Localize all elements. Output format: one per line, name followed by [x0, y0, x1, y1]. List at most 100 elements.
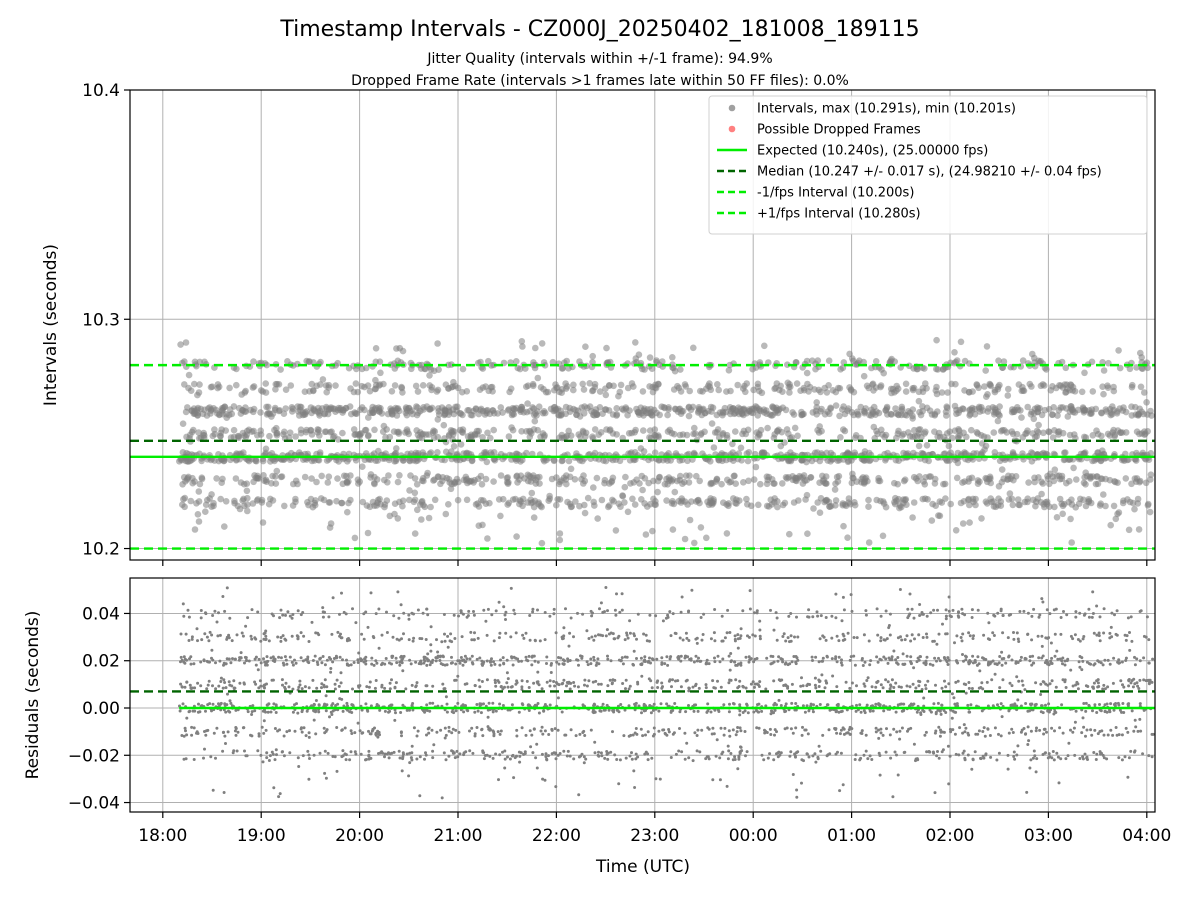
intervals-point	[1141, 389, 1148, 396]
residuals-point	[400, 769, 404, 773]
residuals-point	[807, 608, 811, 612]
intervals-point	[632, 426, 639, 434]
intervals-point	[567, 465, 575, 473]
intervals-point	[556, 536, 564, 544]
residuals-point	[446, 645, 450, 649]
intervals-point	[371, 473, 378, 481]
residuals-point	[909, 639, 913, 643]
residuals-point	[532, 654, 536, 658]
intervals-point	[1142, 479, 1150, 487]
residuals-point	[616, 636, 620, 640]
residuals-point	[408, 761, 412, 765]
residuals-point	[791, 731, 795, 735]
residuals-point	[341, 709, 345, 713]
intervals-point	[1110, 502, 1118, 510]
residuals-point	[279, 656, 283, 660]
residuals-point	[723, 636, 727, 640]
intervals-point	[1005, 496, 1013, 503]
residuals-point	[1110, 611, 1114, 615]
residuals-point	[1024, 732, 1027, 736]
intervals-point	[411, 489, 419, 497]
intervals-point	[364, 529, 372, 537]
intervals-point	[775, 426, 782, 434]
intervals-point	[495, 496, 503, 503]
residuals-point	[288, 729, 291, 733]
residuals-point	[947, 595, 951, 599]
intervals-point	[729, 449, 737, 456]
intervals-point	[262, 445, 270, 453]
residuals-point	[563, 733, 567, 737]
residuals-point	[1085, 728, 1089, 732]
residuals-point	[206, 703, 210, 707]
residuals-point	[1150, 755, 1154, 759]
intervals-point	[1020, 387, 1028, 395]
residuals-point	[466, 709, 470, 713]
intervals-point	[879, 532, 887, 540]
intervals-point	[737, 444, 745, 452]
intervals-point	[1092, 405, 1100, 413]
intervals-point	[690, 430, 697, 438]
residuals-point	[308, 757, 311, 760]
intervals-point	[754, 433, 761, 441]
intervals-point	[786, 389, 793, 396]
residuals-point	[966, 753, 970, 757]
residuals-point	[967, 710, 971, 714]
residuals-point	[1124, 659, 1128, 662]
residuals-point	[473, 631, 476, 635]
residuals-point	[695, 641, 699, 645]
intervals-point	[952, 527, 960, 534]
residuals-point	[882, 709, 886, 713]
residuals-point	[192, 758, 196, 761]
intervals-point	[983, 500, 991, 507]
residuals-point	[288, 655, 292, 659]
residuals-point	[738, 703, 742, 707]
residuals-point	[296, 756, 300, 760]
residuals-point	[720, 614, 724, 618]
residuals-point	[800, 676, 803, 680]
residuals-point	[712, 631, 716, 635]
residuals-point	[875, 655, 879, 659]
intervals-point	[459, 411, 466, 419]
intervals-point	[350, 426, 358, 433]
residuals-point	[890, 678, 894, 682]
intervals-point	[821, 498, 828, 506]
intervals-point	[1031, 474, 1038, 482]
residuals-point	[1060, 703, 1064, 707]
intervals-point	[538, 539, 546, 547]
residuals-point	[592, 638, 596, 642]
residuals-point	[411, 639, 415, 643]
intervals-point	[983, 343, 991, 350]
residuals-point	[537, 711, 541, 715]
residuals-point	[184, 632, 188, 636]
residuals-point	[182, 614, 186, 618]
residuals-point	[673, 702, 677, 705]
residuals-point	[219, 680, 223, 683]
intervals-point	[663, 497, 670, 504]
residuals-point	[324, 776, 328, 780]
residuals-point	[402, 752, 405, 756]
residuals-point	[817, 685, 821, 688]
residuals-point	[1015, 753, 1019, 757]
residuals-point	[824, 638, 828, 642]
residuals-point	[1147, 638, 1151, 642]
residuals-point	[634, 752, 638, 756]
residuals-point	[944, 608, 948, 612]
residuals-point	[606, 609, 609, 613]
residuals-point	[520, 659, 523, 663]
residuals-point	[738, 709, 742, 713]
intervals-point	[940, 433, 947, 441]
intervals-point	[1094, 473, 1101, 480]
residuals-point	[997, 751, 1001, 755]
residuals-point	[805, 752, 809, 756]
intervals-point	[426, 372, 433, 379]
intervals-point	[482, 475, 490, 483]
intervals-point	[272, 386, 279, 393]
intervals-point	[821, 479, 829, 487]
intervals-point	[359, 463, 366, 471]
residuals-point	[929, 710, 933, 714]
intervals-point	[347, 472, 354, 479]
intervals-point	[990, 429, 998, 436]
residuals-point	[879, 731, 883, 735]
residuals-point	[396, 590, 400, 594]
